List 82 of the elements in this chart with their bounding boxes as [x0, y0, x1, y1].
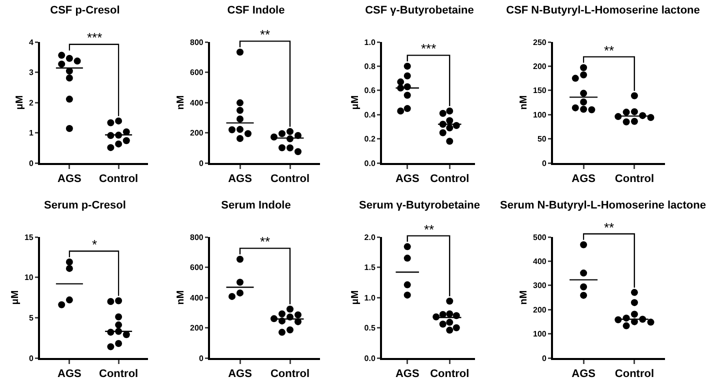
y-tick-label: 600 — [190, 68, 204, 78]
y-tick-label: 0 — [542, 354, 547, 363]
y-tick-label: 0 — [28, 158, 34, 168]
annotation: * — [92, 237, 98, 252]
annotation: ** — [424, 222, 434, 237]
y-axis-title: μM — [10, 290, 21, 305]
chart-title: CSF γ-Butyrobetaine — [365, 4, 474, 17]
x-tick-label: AGS — [58, 368, 82, 380]
y-tick-label: 1 — [28, 128, 34, 138]
y-tick-label: 1.0 — [364, 293, 376, 302]
x-tick-label: Control — [430, 173, 470, 186]
y-tick-label: 0 — [542, 158, 547, 168]
annotation: ** — [260, 27, 270, 42]
y-tick-label: 100 — [533, 330, 547, 339]
x-tick-label: Control — [430, 368, 470, 380]
y-tick-label: 0.0 — [364, 158, 376, 168]
y-tick-label: 0 — [198, 158, 204, 168]
y-tick-label: 300 — [533, 281, 547, 290]
y-tick-label: 50 — [537, 134, 547, 144]
y-tick-label: 0 — [198, 354, 204, 363]
y-tick-label: 200 — [190, 324, 204, 333]
y-tick-label: 0.2 — [364, 134, 376, 144]
y-tick-label: 2.0 — [364, 232, 376, 242]
y-tick-label: 500 — [533, 232, 547, 242]
y-tick-label: 100 — [533, 110, 547, 120]
y-tick-label: 10 — [24, 273, 34, 282]
y-tick-label: 400 — [190, 98, 204, 108]
y-axis-title: nM — [518, 95, 530, 110]
chart-title: Serum γ-Butyrobetaine — [358, 200, 480, 212]
y-tick-label: 0.5 — [364, 324, 376, 333]
chart-title: Serum N-Butyryl-L-Homoserine lactone — [500, 200, 706, 212]
y-tick-label: 400 — [190, 293, 204, 302]
y-tick-label: 2 — [28, 98, 34, 108]
y-tick-label: 600 — [190, 263, 204, 272]
y-axis-title: μM — [350, 290, 361, 305]
y-tick-label: 800 — [190, 232, 204, 242]
y-axis-title: nM — [518, 290, 530, 305]
x-tick-label: AGS — [572, 368, 596, 380]
text: ** — [604, 220, 614, 235]
x-tick-label: Control — [614, 173, 654, 186]
x-tick-label: Control — [270, 173, 310, 186]
annotation: ** — [604, 43, 614, 58]
x-tick-label: Control — [98, 173, 138, 186]
y-tick-label: 400 — [533, 257, 547, 266]
y-tick-label: 0.8 — [364, 62, 376, 71]
x-tick-label: AGS — [395, 368, 420, 380]
annotation: *** — [421, 41, 436, 56]
y-tick-label: 800 — [190, 38, 204, 47]
y-tick-label: 0.0 — [364, 354, 376, 363]
y-tick-label: 3 — [28, 68, 34, 78]
y-tick-label: 1.5 — [364, 263, 376, 272]
x-tick-label: AGS — [395, 173, 420, 186]
y-tick-label: 200 — [533, 62, 547, 71]
y-axis-title: nM — [176, 95, 187, 110]
chart-title: CSF p-Cresol — [50, 4, 120, 17]
y-tick-label: 250 — [533, 38, 547, 47]
x-tick-label: Control — [614, 368, 654, 380]
y-tick-label: 4 — [28, 38, 34, 47]
y-tick-label: 15 — [24, 232, 34, 242]
y-tick-label: 0.4 — [364, 110, 376, 120]
x-tick-label: Control — [98, 368, 138, 380]
y-axis-title: μM — [14, 95, 26, 110]
y-axis-title: nM — [176, 290, 187, 305]
chart-title: Serum Indole — [221, 200, 291, 212]
chart-title: CSF N-Butyryl-L-Homoserine lactone — [506, 4, 700, 17]
y-tick-label: 200 — [533, 305, 547, 314]
annotation: *** — [87, 30, 102, 45]
x-tick-label: AGS — [58, 173, 82, 186]
y-tick-label: 200 — [190, 128, 204, 138]
y-tick-label: 150 — [533, 86, 547, 96]
annotation: ** — [260, 234, 270, 249]
x-tick-label: AGS — [228, 173, 252, 186]
chart-title: Serum p-Cresol — [44, 200, 126, 212]
y-tick-label: 5 — [28, 313, 34, 322]
x-tick-label: Control — [270, 368, 310, 380]
y-tick-label: 1.0 — [364, 38, 376, 47]
chart-title: CSF Indole — [227, 4, 285, 17]
x-tick-label: AGS — [572, 173, 596, 186]
x-tick-label: AGS — [228, 368, 252, 380]
y-axis-title: μM — [350, 95, 361, 110]
y-tick-label: 0.6 — [364, 86, 376, 96]
y-tick-label: 0 — [28, 354, 34, 363]
